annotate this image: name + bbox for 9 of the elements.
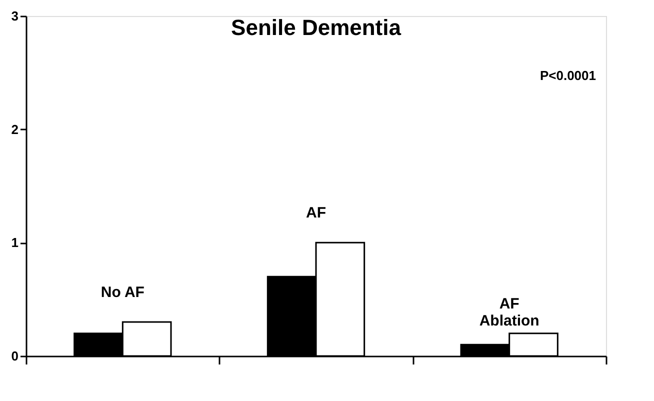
x-tick-label: AF Ablation	[479, 295, 540, 330]
y-tick-label: 3	[11, 8, 18, 24]
y-tick-label: 1	[11, 235, 18, 250]
chart-title: Senile Dementia	[231, 15, 402, 40]
annotation: P<0.0001	[540, 68, 596, 83]
x-tick-label: No AF	[100, 284, 144, 301]
x-tick-label: AF	[306, 204, 326, 222]
y-tick-label: 0	[11, 348, 18, 364]
y-tick-label: 2	[11, 122, 18, 137]
